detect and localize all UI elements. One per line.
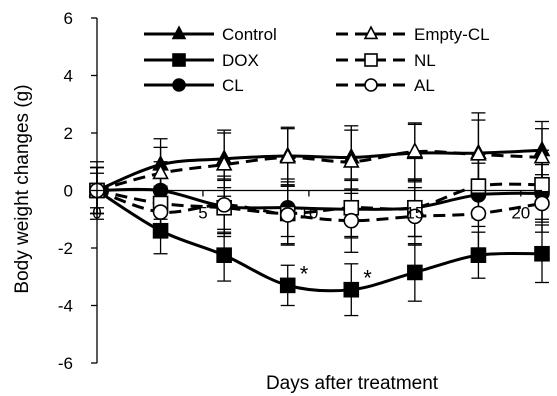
data-point-empty-cl (279, 147, 297, 164)
data-point-dox (407, 264, 423, 281)
data-point-empty-cl (470, 144, 487, 161)
y-tick-label: 2 (64, 124, 73, 143)
legend-item-control: Control (144, 25, 277, 44)
data-point-dox (470, 247, 487, 263)
data-point-al (470, 205, 487, 222)
y-tick-label: 4 (64, 67, 73, 86)
legend-item-al: AL (336, 76, 435, 95)
data-point-dox (152, 222, 169, 239)
data-point-empty-cl (342, 151, 360, 168)
data-point-empty-cl (533, 147, 551, 164)
y-tick-label: 0 (64, 182, 73, 201)
legend-label-control: Control (222, 25, 277, 44)
legend: Control DOX CL Empty-CL NL AL (144, 25, 490, 95)
legend-label-al: AL (414, 76, 435, 95)
series-line-empty-cl (96, 149, 543, 192)
data-point-dox (279, 277, 296, 294)
data-point-al (407, 208, 423, 225)
data-point-dox (534, 245, 550, 262)
legend-marker-empty-cl (363, 25, 379, 40)
legend-item-empty-cl: Empty-CL (336, 25, 490, 44)
y-tick-label: -6 (58, 354, 73, 373)
x-tick-label: 10 (299, 204, 318, 223)
data-point-nl (343, 199, 360, 216)
legend-item-cl: CL (144, 76, 244, 95)
legend-item-nl: NL (336, 51, 436, 70)
data-point-al (534, 195, 550, 212)
data-point-dox (216, 247, 232, 263)
legend-marker-dox (172, 53, 186, 67)
y-tick-label: 6 (64, 9, 73, 28)
x-tick-label: 20 (511, 204, 530, 223)
data-point-dox (343, 281, 360, 298)
significance-marker: * (363, 266, 372, 291)
y-axis-title: Body weight changes (g) (12, 84, 33, 293)
y-tick-label: -4 (58, 297, 73, 316)
data-point-empty-cl (406, 141, 424, 158)
x-tick-label: 0 (92, 204, 101, 223)
legend-label-nl: NL (414, 51, 436, 70)
legend-label-dox: DOX (222, 51, 259, 70)
data-point-al (279, 207, 296, 223)
data-point-empty-cl (152, 163, 169, 180)
x-axis-title: Days after treatment (266, 373, 439, 394)
axes: -6 -4 -2 0 2 4 6 0 5 10 15 20 (58, 9, 542, 373)
legend-marker-al (364, 78, 378, 92)
series-markers (88, 140, 551, 298)
legend-marker-control (171, 25, 187, 40)
data-point-nl (470, 178, 487, 194)
data-point-empty-cl (215, 154, 233, 171)
x-tick-label: 15 (405, 204, 424, 223)
y-tick-label: -2 (58, 239, 73, 258)
legend-label-cl: CL (222, 76, 244, 95)
x-tick-label: 5 (198, 204, 207, 223)
legend-marker-cl (172, 78, 186, 92)
data-point-nl (534, 176, 550, 193)
data-point-al (343, 212, 360, 229)
legend-marker-nl (364, 53, 378, 67)
significance-marker: * (300, 261, 309, 286)
annotations: * * (300, 261, 373, 290)
legend-label-empty-cl: Empty-CL (414, 25, 490, 44)
legend-item-dox: DOX (144, 51, 259, 70)
data-point-al (152, 204, 169, 220)
data-point-al (216, 197, 232, 213)
